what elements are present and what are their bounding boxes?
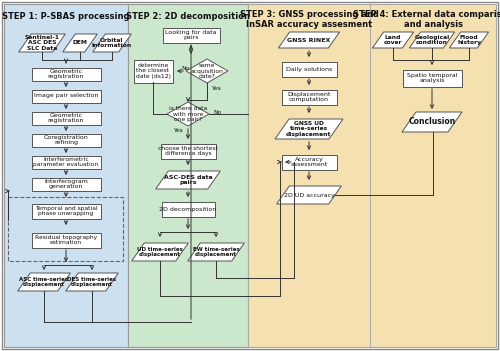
Text: ASC-DES data
pairs: ASC-DES data pairs bbox=[164, 174, 212, 185]
Text: Yes: Yes bbox=[173, 128, 183, 133]
Polygon shape bbox=[278, 32, 340, 48]
Polygon shape bbox=[18, 273, 70, 291]
Polygon shape bbox=[402, 112, 462, 132]
Text: Geometric
registration: Geometric registration bbox=[48, 68, 84, 79]
Text: is there data
with more
one pair?: is there data with more one pair? bbox=[169, 106, 207, 122]
Text: Coregistration
refining: Coregistration refining bbox=[44, 134, 88, 145]
Text: Daily solutions: Daily solutions bbox=[286, 66, 332, 72]
Text: Residual topography
estimation: Residual topography estimation bbox=[35, 234, 97, 245]
Polygon shape bbox=[186, 59, 228, 83]
Text: STEP 3: GNSS processing and
InSAR accuracy assesment: STEP 3: GNSS processing and InSAR accura… bbox=[240, 10, 378, 29]
Text: Image pair selection: Image pair selection bbox=[34, 93, 98, 99]
FancyBboxPatch shape bbox=[402, 69, 462, 86]
Polygon shape bbox=[188, 243, 244, 261]
Text: Geometric
registration: Geometric registration bbox=[48, 113, 84, 124]
Text: Yes: Yes bbox=[211, 86, 221, 91]
Text: same
acquisition
date?: same acquisition date? bbox=[190, 63, 224, 79]
FancyBboxPatch shape bbox=[128, 4, 248, 347]
FancyBboxPatch shape bbox=[32, 67, 100, 80]
Text: STEP 4: External data comparison
and analysis: STEP 4: External data comparison and ana… bbox=[353, 10, 500, 29]
Text: GNSS UD
time-series
displacement: GNSS UD time-series displacement bbox=[286, 121, 332, 137]
FancyBboxPatch shape bbox=[32, 133, 100, 146]
Text: Interferometric
parameter evaluation: Interferometric parameter evaluation bbox=[34, 157, 98, 167]
Text: Sentinel-1
ASC DES
SLC Data: Sentinel-1 ASC DES SLC Data bbox=[24, 35, 59, 51]
Text: ASC time-series
displacement: ASC time-series displacement bbox=[20, 277, 68, 287]
Text: determine
the closest
date (ds12): determine the closest date (ds12) bbox=[136, 63, 170, 79]
Text: DEM: DEM bbox=[72, 40, 88, 46]
Text: choose the shortest
difference days: choose the shortest difference days bbox=[158, 146, 218, 157]
FancyBboxPatch shape bbox=[282, 154, 337, 170]
Polygon shape bbox=[167, 102, 209, 126]
Text: Temporal and spatial
phase unwrapping: Temporal and spatial phase unwrapping bbox=[34, 206, 98, 217]
FancyBboxPatch shape bbox=[32, 112, 100, 125]
Polygon shape bbox=[92, 34, 132, 52]
FancyBboxPatch shape bbox=[282, 90, 337, 105]
Text: STEP 2: 2D decomposition: STEP 2: 2D decomposition bbox=[126, 12, 250, 21]
Text: 2D decomposition: 2D decomposition bbox=[160, 206, 216, 212]
Bar bbox=[8, 197, 123, 261]
Polygon shape bbox=[156, 171, 220, 189]
FancyBboxPatch shape bbox=[32, 155, 100, 168]
Text: Accuracy
assessment: Accuracy assessment bbox=[290, 157, 328, 167]
Polygon shape bbox=[132, 243, 188, 261]
Polygon shape bbox=[450, 32, 488, 48]
FancyBboxPatch shape bbox=[248, 4, 496, 347]
Polygon shape bbox=[275, 119, 343, 139]
Text: Looking for data
pairs: Looking for data pairs bbox=[165, 29, 217, 40]
FancyBboxPatch shape bbox=[32, 232, 100, 247]
FancyBboxPatch shape bbox=[162, 27, 220, 42]
Text: Spatio temporal
analysis: Spatio temporal analysis bbox=[407, 73, 457, 84]
Text: DES time-series
displacement: DES time-series displacement bbox=[68, 277, 116, 287]
FancyBboxPatch shape bbox=[32, 204, 100, 219]
FancyBboxPatch shape bbox=[162, 201, 214, 217]
Polygon shape bbox=[62, 34, 98, 52]
Text: Displacement
computation: Displacement computation bbox=[288, 92, 331, 102]
Text: Interferogram
generation: Interferogram generation bbox=[44, 179, 88, 190]
Text: Orbital
Information: Orbital Information bbox=[92, 38, 132, 48]
FancyBboxPatch shape bbox=[134, 60, 172, 82]
Polygon shape bbox=[372, 32, 414, 48]
Text: No: No bbox=[214, 110, 222, 114]
Text: Geological
condition: Geological condition bbox=[414, 35, 450, 45]
FancyBboxPatch shape bbox=[32, 90, 100, 102]
Text: Flood
history: Flood history bbox=[457, 35, 481, 45]
Polygon shape bbox=[66, 273, 118, 291]
FancyBboxPatch shape bbox=[160, 144, 216, 159]
Text: 2D UD accuracy: 2D UD accuracy bbox=[284, 192, 335, 198]
Text: STEP 1: P-SBAS processing: STEP 1: P-SBAS processing bbox=[2, 12, 130, 21]
Polygon shape bbox=[410, 32, 455, 48]
Polygon shape bbox=[18, 34, 66, 52]
Text: UD time-series
displacement: UD time-series displacement bbox=[137, 247, 183, 257]
Text: GNSS RINEX: GNSS RINEX bbox=[288, 38, 331, 42]
Text: No: No bbox=[181, 66, 189, 72]
Text: Conclusion: Conclusion bbox=[408, 118, 456, 126]
Text: Land
cover: Land cover bbox=[384, 35, 402, 45]
FancyBboxPatch shape bbox=[282, 61, 337, 77]
FancyBboxPatch shape bbox=[32, 178, 100, 191]
Text: EW time-series
displacement: EW time-series displacement bbox=[192, 247, 240, 257]
Polygon shape bbox=[276, 186, 342, 204]
FancyBboxPatch shape bbox=[4, 4, 128, 347]
